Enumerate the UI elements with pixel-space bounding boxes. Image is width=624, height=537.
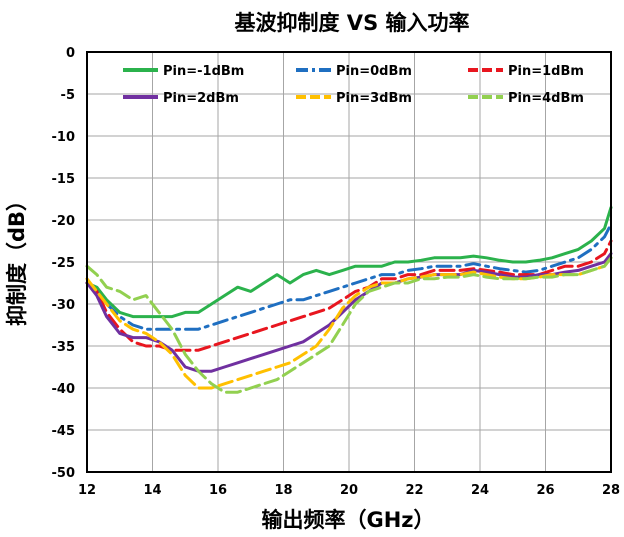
legend-label-6: Pin=4dBm xyxy=(508,91,584,106)
chart-title: 基波抑制度 VS 输入功率 xyxy=(235,11,470,35)
legend-label-3: Pin=1dBm xyxy=(508,64,584,79)
y-tick-label: -30 xyxy=(52,298,76,313)
y-tick-label: -35 xyxy=(52,340,76,355)
y-tick-label: -45 xyxy=(52,424,76,439)
x-tick-label: 12 xyxy=(78,483,96,498)
x-tick-label: 22 xyxy=(405,483,423,498)
y-tick-label: -40 xyxy=(52,382,76,397)
y-tick-label: -25 xyxy=(52,256,76,271)
legend-label-2: Pin=0dBm xyxy=(336,64,412,79)
y-axis-label: 抑制度（dB） xyxy=(5,190,29,326)
x-tick-labels: 12 14 16 18 20 22 24 26 28 xyxy=(78,483,620,498)
legend-label-4: Pin=2dBm xyxy=(163,91,239,106)
legend: Pin=-1dBm Pin=0dBm Pin=1dBm Pin=2dBm Pin=3dB… xyxy=(123,64,584,106)
y-tick-label: -15 xyxy=(52,172,76,187)
grid xyxy=(86,51,612,473)
x-tick-label: 20 xyxy=(340,483,358,498)
x-tick-label: 28 xyxy=(602,483,620,498)
plot-frame xyxy=(86,51,612,473)
y-tick-labels: 0 -5 -10 -15 -20 -25 -30 -35 -40 -45 -50 xyxy=(52,46,76,481)
series-layer xyxy=(85,205,613,394)
legend-label-5: Pin=3dBm xyxy=(336,91,412,106)
x-tick-label: 24 xyxy=(471,483,489,498)
y-tick-label: -5 xyxy=(61,88,75,103)
x-tick-label: 14 xyxy=(143,483,161,498)
y-tick-label: -50 xyxy=(52,466,76,481)
x-tick-label: 26 xyxy=(536,483,554,498)
series-line-6 xyxy=(85,256,613,394)
y-tick-label: -10 xyxy=(52,130,76,145)
y-tick-label: -20 xyxy=(52,214,76,229)
x-tick-label: 18 xyxy=(274,483,292,498)
series-line-1 xyxy=(85,205,613,319)
series-line-4 xyxy=(85,252,613,373)
series-line-2 xyxy=(85,222,613,331)
x-axis-label: 输出频率（GHz） xyxy=(261,508,434,532)
x-tick-label: 16 xyxy=(209,483,227,498)
y-tick-label: 0 xyxy=(66,46,75,61)
legend-label-1: Pin=-1dBm xyxy=(163,64,244,79)
